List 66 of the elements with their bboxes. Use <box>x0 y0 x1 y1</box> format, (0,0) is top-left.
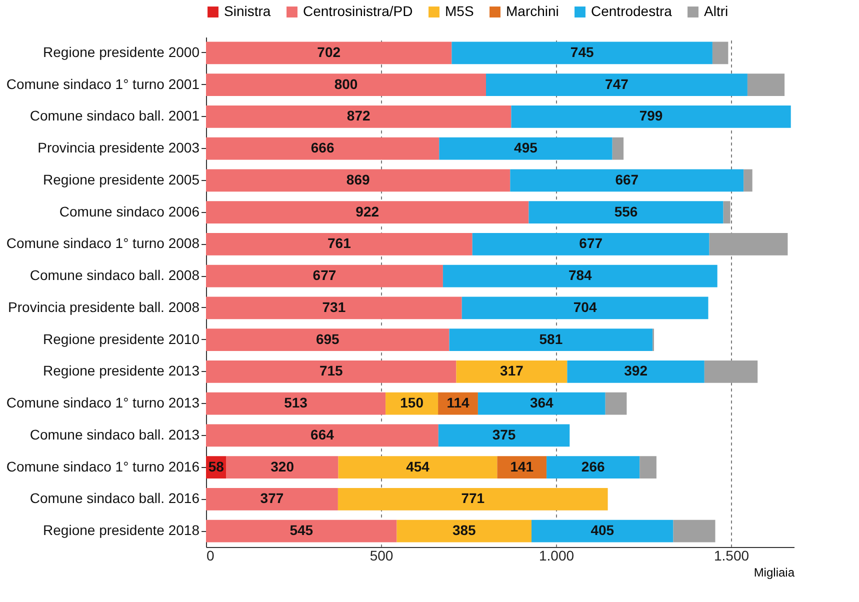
data-label: 364 <box>530 394 554 411</box>
legend-label: M5S <box>445 3 474 19</box>
y-tick-label: Provincia presidente 2003 <box>38 140 200 156</box>
x-tick-label: 1.000 <box>538 548 574 564</box>
y-tick-label: Comune sindaco 1° turno 2013 <box>6 394 200 411</box>
data-label: 513 <box>284 394 308 411</box>
data-label: 702 <box>317 44 341 60</box>
y-tick-label: Comune sindaco 2006 <box>59 203 200 220</box>
data-label: 677 <box>312 267 336 284</box>
data-label: 664 <box>310 426 334 442</box>
x-tick-label: 1.500 <box>714 548 750 564</box>
y-tick-label: Comune sindaco 1° turno 2008 <box>6 235 200 252</box>
y-tick-label: Comune sindaco ball. 2016 <box>30 490 200 506</box>
data-label: 385 <box>452 522 476 538</box>
y-tick-label: Comune sindaco 1° turno 2001 <box>6 76 200 92</box>
data-label: 266 <box>581 458 605 474</box>
data-label: 114 <box>446 394 470 411</box>
data-label: 375 <box>492 426 516 442</box>
y-tick-label: Regione presidente 2005 <box>43 171 200 188</box>
data-label: 731 <box>322 298 346 315</box>
data-label: 784 <box>568 267 592 284</box>
data-label: 320 <box>270 458 294 474</box>
data-label: 922 <box>356 203 380 220</box>
data-label: 150 <box>400 394 424 411</box>
y-tick-label: Provincia presidente ball. 2008 <box>8 298 200 315</box>
y-tick-label: Regione presidente 2000 <box>43 44 200 60</box>
data-label: 392 <box>624 362 648 379</box>
data-label: 677 <box>579 235 603 252</box>
data-label: 800 <box>334 76 358 92</box>
data-label: 695 <box>316 330 340 347</box>
y-tick-label: Regione presidente 2018 <box>43 522 200 538</box>
data-label: 377 <box>260 490 284 506</box>
data-label: 581 <box>539 330 563 347</box>
legend-label: Centrosinistra/PD <box>303 3 413 19</box>
data-label: 799 <box>639 108 663 124</box>
y-tick-label: Regione presidente 2010 <box>43 330 200 347</box>
y-tick-label: Comune sindaco ball. 2001 <box>30 108 200 124</box>
y-tick-label: Comune sindaco 1° turno 2016 <box>6 458 200 474</box>
y-tick-label: Comune sindaco ball. 2013 <box>30 426 200 442</box>
data-label: 317 <box>500 362 524 379</box>
y-tick-label: Comune sindaco ball. 2008 <box>30 267 200 284</box>
data-label: 704 <box>573 298 597 315</box>
data-label: 771 <box>461 490 485 506</box>
x-axis-title: Migliaia <box>754 566 795 580</box>
data-label: 545 <box>290 522 314 538</box>
data-label: 667 <box>615 171 639 188</box>
y-tick-label: Regione presidente 2013 <box>43 362 200 379</box>
data-label: 869 <box>346 171 370 188</box>
data-label: 58 <box>208 458 224 474</box>
x-tick-label: 500 <box>370 548 394 564</box>
data-label: 495 <box>514 140 538 156</box>
data-label: 747 <box>605 76 629 92</box>
data-label: 715 <box>319 362 344 379</box>
data-label: 761 <box>327 235 352 252</box>
legend-label: Altri <box>704 3 728 19</box>
data-label: 745 <box>570 44 594 60</box>
data-label: 405 <box>590 522 614 538</box>
legend-label: Sinistra <box>224 3 271 19</box>
data-label: 141 <box>510 458 534 474</box>
x-tick-label: 0 <box>206 548 214 564</box>
data-label: 666 <box>310 140 334 156</box>
data-label: 556 <box>614 203 638 220</box>
data-label: 454 <box>406 458 430 474</box>
legend-label: Marchini <box>506 3 559 19</box>
legend-label: Centrodestra <box>591 3 672 19</box>
data-label: 872 <box>346 108 370 124</box>
